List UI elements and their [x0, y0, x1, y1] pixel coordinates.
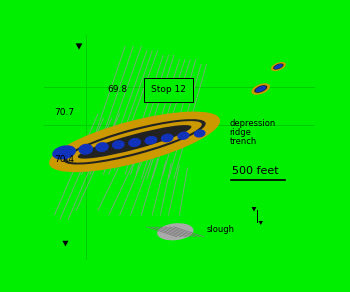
Text: trench: trench	[230, 137, 257, 146]
Polygon shape	[62, 241, 69, 246]
Ellipse shape	[273, 63, 284, 69]
Ellipse shape	[256, 86, 266, 92]
Ellipse shape	[194, 129, 205, 138]
Text: 69.8: 69.8	[107, 85, 128, 94]
Ellipse shape	[95, 142, 109, 152]
Text: Stop 12: Stop 12	[151, 85, 186, 94]
Polygon shape	[252, 207, 257, 211]
Ellipse shape	[157, 223, 194, 240]
Ellipse shape	[78, 125, 191, 159]
Ellipse shape	[68, 121, 202, 163]
Text: depression: depression	[230, 119, 276, 128]
Ellipse shape	[254, 85, 267, 93]
Ellipse shape	[52, 145, 76, 159]
Text: 70.7: 70.7	[55, 108, 75, 117]
Text: ridge: ridge	[230, 128, 251, 137]
Ellipse shape	[145, 136, 157, 145]
Text: 70.4: 70.4	[55, 155, 75, 164]
Ellipse shape	[128, 138, 141, 147]
Ellipse shape	[112, 140, 125, 149]
Ellipse shape	[177, 132, 190, 140]
Text: slough: slough	[206, 225, 235, 234]
Ellipse shape	[78, 144, 93, 155]
Ellipse shape	[161, 134, 174, 142]
Ellipse shape	[49, 112, 220, 172]
Polygon shape	[76, 43, 83, 50]
Ellipse shape	[271, 62, 286, 71]
Ellipse shape	[63, 119, 206, 165]
Ellipse shape	[251, 83, 270, 95]
Text: 500 feet: 500 feet	[232, 166, 279, 176]
Ellipse shape	[274, 64, 283, 69]
Polygon shape	[259, 221, 263, 225]
